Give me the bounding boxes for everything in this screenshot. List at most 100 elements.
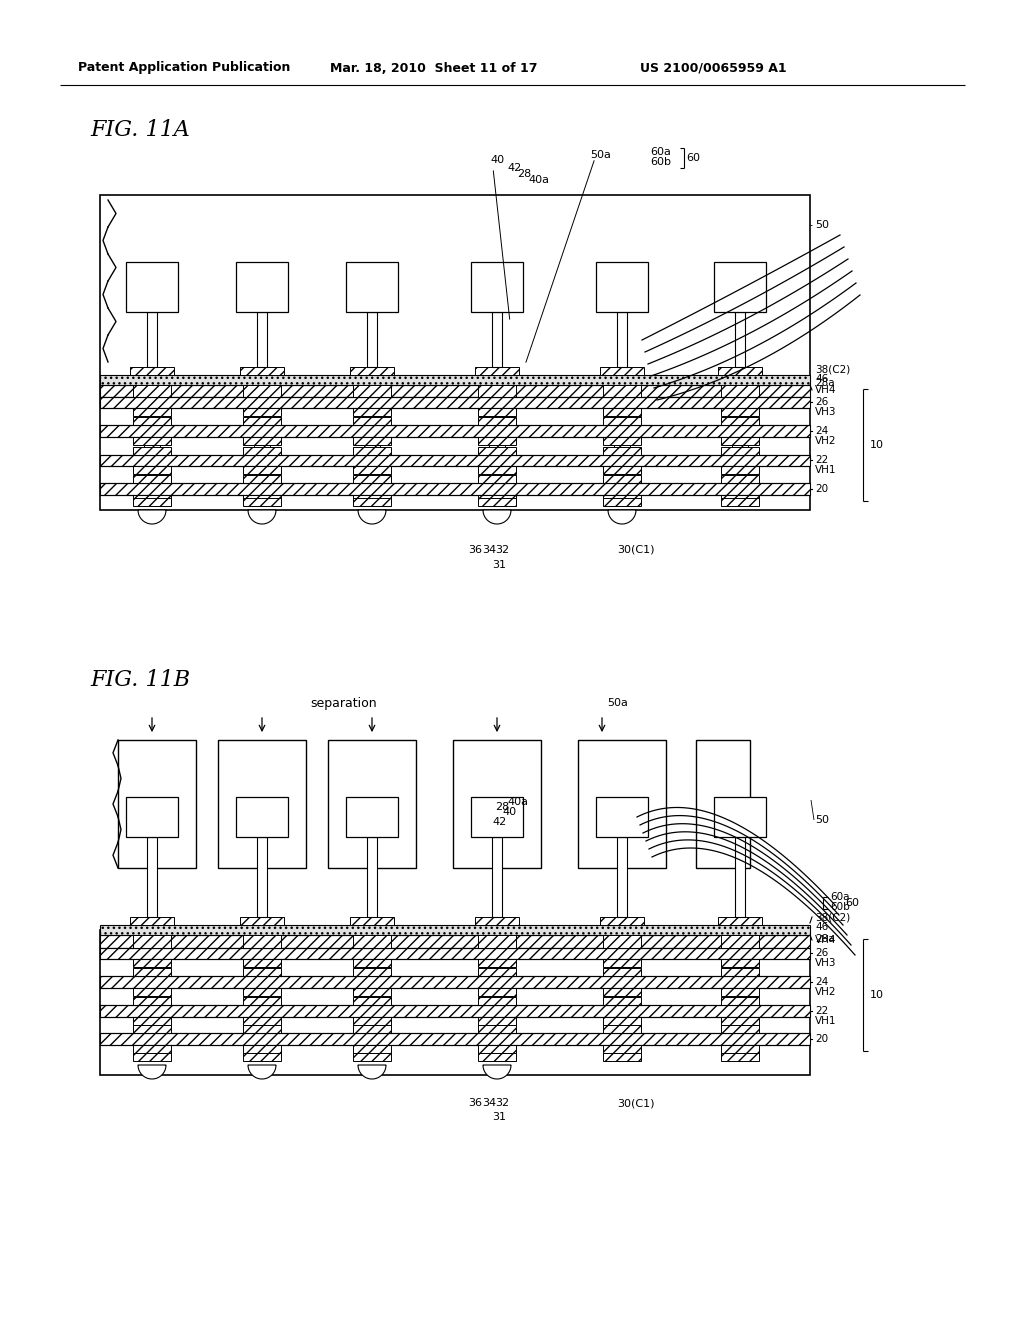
- Bar: [732, 416, 748, 425]
- Bar: [367, 312, 377, 367]
- Text: FIG. 11B: FIG. 11B: [90, 669, 190, 690]
- Bar: [478, 997, 516, 1005]
- Bar: [478, 935, 516, 948]
- Text: Patent Application Publication: Patent Application Publication: [78, 62, 291, 74]
- Bar: [603, 447, 641, 455]
- Bar: [471, 797, 523, 837]
- Text: VH2: VH2: [815, 987, 837, 997]
- Text: 36: 36: [468, 545, 482, 554]
- Bar: [144, 997, 160, 1005]
- Text: 40: 40: [502, 807, 516, 817]
- Bar: [603, 987, 641, 997]
- Bar: [243, 1016, 281, 1026]
- Bar: [353, 475, 391, 483]
- Text: 46: 46: [815, 374, 828, 384]
- Bar: [353, 437, 391, 445]
- Bar: [243, 997, 281, 1005]
- Bar: [100, 455, 810, 466]
- Bar: [346, 261, 398, 312]
- Bar: [133, 1053, 171, 1061]
- Bar: [614, 1026, 630, 1034]
- Text: 46: 46: [815, 921, 828, 932]
- Text: 28a: 28a: [815, 378, 835, 388]
- Bar: [603, 1045, 641, 1053]
- Bar: [721, 1016, 759, 1026]
- Bar: [133, 495, 171, 503]
- Bar: [218, 741, 306, 869]
- Bar: [364, 1053, 380, 1061]
- Bar: [614, 968, 630, 975]
- Bar: [328, 741, 416, 869]
- Bar: [100, 1005, 810, 1016]
- Bar: [478, 475, 516, 483]
- Bar: [475, 367, 519, 375]
- Bar: [243, 466, 281, 474]
- Text: 60: 60: [686, 153, 700, 162]
- Bar: [243, 498, 281, 506]
- Text: 28: 28: [495, 803, 509, 812]
- Bar: [236, 797, 288, 837]
- Bar: [721, 1045, 759, 1053]
- Bar: [732, 997, 748, 1005]
- Bar: [100, 375, 810, 385]
- Bar: [732, 445, 748, 455]
- Text: 38(C2): 38(C2): [815, 366, 850, 375]
- Text: 40a: 40a: [528, 176, 549, 185]
- Bar: [489, 997, 505, 1005]
- Text: 22: 22: [815, 455, 828, 465]
- Bar: [100, 925, 810, 935]
- Bar: [714, 797, 766, 837]
- Bar: [133, 935, 171, 948]
- Bar: [721, 417, 759, 425]
- Bar: [492, 312, 502, 367]
- Bar: [721, 960, 759, 968]
- Bar: [718, 367, 762, 375]
- Bar: [144, 474, 160, 483]
- Bar: [478, 1016, 516, 1026]
- Bar: [243, 1053, 281, 1061]
- Bar: [133, 968, 171, 975]
- Bar: [732, 474, 748, 483]
- Bar: [603, 385, 641, 397]
- Bar: [353, 1045, 391, 1053]
- Text: 20: 20: [815, 484, 828, 494]
- Bar: [353, 385, 391, 397]
- Text: 50: 50: [815, 220, 829, 230]
- Polygon shape: [483, 1065, 511, 1078]
- Bar: [100, 975, 810, 987]
- Bar: [353, 960, 391, 968]
- Bar: [603, 997, 641, 1005]
- Polygon shape: [138, 1065, 166, 1078]
- Polygon shape: [248, 510, 276, 524]
- Text: VH2: VH2: [815, 436, 837, 446]
- Bar: [614, 445, 630, 455]
- Bar: [133, 997, 171, 1005]
- Bar: [353, 1016, 391, 1026]
- Text: 40a: 40a: [507, 797, 528, 807]
- Bar: [126, 797, 178, 837]
- Bar: [721, 447, 759, 455]
- Bar: [100, 935, 810, 948]
- Bar: [603, 466, 641, 474]
- Bar: [603, 417, 641, 425]
- Bar: [243, 385, 281, 397]
- Bar: [721, 495, 759, 503]
- Bar: [133, 1016, 171, 1026]
- Text: 32: 32: [495, 1098, 509, 1107]
- Bar: [478, 495, 516, 503]
- Bar: [603, 495, 641, 503]
- Text: 31: 31: [492, 560, 506, 570]
- Bar: [453, 741, 541, 869]
- Bar: [364, 1026, 380, 1034]
- Text: FIG. 11A: FIG. 11A: [90, 119, 189, 141]
- Polygon shape: [358, 510, 386, 524]
- Bar: [346, 797, 398, 837]
- Bar: [243, 1045, 281, 1053]
- Bar: [257, 837, 267, 917]
- Bar: [144, 445, 160, 455]
- Bar: [735, 837, 745, 917]
- Bar: [471, 261, 523, 312]
- Bar: [254, 968, 270, 975]
- Bar: [243, 960, 281, 968]
- Text: VH1: VH1: [815, 1016, 837, 1026]
